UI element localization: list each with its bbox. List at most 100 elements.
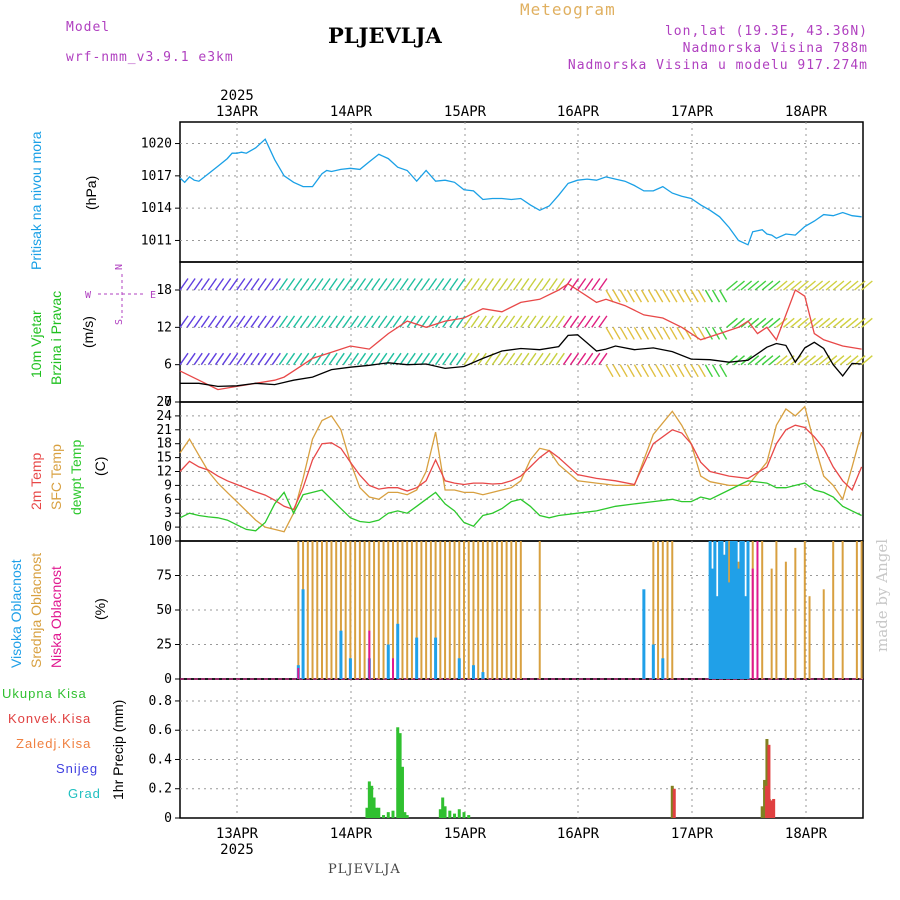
wind-arrow (442, 352, 452, 366)
wind-arrow (506, 352, 516, 366)
compass-w: W (85, 290, 92, 301)
wind-arrow (598, 278, 608, 291)
wind-arrow (250, 278, 260, 291)
cloud-bar (458, 541, 461, 679)
cloud-bar (515, 541, 518, 679)
elevation-label: Nadmorska Visina 788m (682, 41, 868, 56)
wind-arrow (229, 315, 239, 328)
wind-arrow (243, 352, 253, 366)
cloud-bar (420, 541, 423, 679)
cloud-bar (444, 541, 447, 679)
wind-arrow (406, 278, 416, 291)
cloud-bar (373, 541, 376, 679)
y-tick-label: 0.4 (149, 752, 173, 767)
wind-arrow (697, 326, 706, 340)
wind-arrow (534, 315, 544, 328)
model-label: Model (66, 20, 111, 35)
wind-arrow (328, 278, 338, 291)
wind-arrow (825, 317, 838, 328)
y-tick-label: 50 (156, 603, 172, 618)
wind-arrow (506, 278, 516, 291)
precip-bar (441, 797, 445, 818)
wind-arrow (300, 315, 310, 328)
wind-arrow (633, 326, 643, 340)
wind-arrow (236, 352, 246, 366)
wind-arrow (243, 278, 253, 291)
cloud-bar (657, 541, 660, 679)
wind-arrow (179, 315, 189, 328)
wind-arrow (427, 278, 438, 291)
y-tick-label: 25 (156, 638, 172, 653)
cloud-bar (321, 541, 323, 679)
precip-bar (443, 806, 447, 818)
wind-arrow (349, 352, 360, 366)
date-label-top: 18APR (785, 104, 828, 120)
wind-arrow (577, 278, 587, 291)
wind-arrow (300, 352, 310, 366)
legend-snijeg: Snijeg (56, 761, 99, 776)
wind-arrow (364, 278, 374, 291)
cloud-bar (715, 596, 719, 679)
wind-arrow (626, 326, 635, 340)
wind-arrow (640, 364, 650, 378)
wind-arrow (690, 289, 699, 303)
precip-bar (767, 744, 771, 818)
wind-arrow (371, 278, 381, 291)
y-tick-label: 0 (164, 672, 172, 687)
wind-arrow (449, 278, 459, 291)
wind-arrow (612, 364, 621, 378)
wind-arrow (392, 315, 402, 328)
cloud-bar (330, 541, 333, 679)
wind-arrow (839, 280, 852, 291)
wind-arrow (569, 352, 580, 366)
wind-arrow (619, 364, 628, 378)
wind-arrow (214, 315, 225, 328)
y-tick-label: 6 (164, 358, 172, 373)
wind-arrow (633, 364, 643, 378)
y-tick-label: 0.2 (149, 782, 172, 797)
wind-arrow (506, 315, 516, 328)
wind-arrow (435, 315, 445, 328)
wind-arrow (619, 326, 628, 340)
wind-arrow (399, 352, 409, 366)
wind-arrow (314, 315, 324, 328)
y-tick-label: 9 (164, 478, 172, 493)
cloud-bar (713, 541, 717, 679)
date-label-top: 15APR (444, 104, 487, 120)
wind-arrow (761, 355, 774, 366)
precip-bar (438, 809, 442, 818)
wind-arrow (577, 352, 587, 366)
wind-arrow (342, 352, 352, 366)
cloud-bar (406, 541, 409, 679)
precip-bar (672, 788, 676, 818)
wind-arrow (420, 352, 431, 366)
wind-arrow (214, 278, 225, 291)
wind-arrow (477, 315, 487, 328)
cloud-bar (491, 541, 494, 679)
wind-arrow (598, 352, 608, 366)
wind-arrow (832, 355, 845, 366)
precip-bar (386, 812, 390, 818)
wind-arrow (605, 326, 614, 340)
wind-arrow (754, 280, 767, 291)
cloud-bar (775, 541, 778, 679)
cloud-bar (439, 541, 442, 679)
wind-arrow (420, 278, 431, 291)
cloud-bar (744, 596, 748, 679)
cloud-bar (510, 541, 513, 679)
y-tick-label: 1017 (141, 169, 172, 184)
wind-arrow (591, 352, 601, 366)
wind-arrow (584, 315, 594, 328)
wind-arrow (250, 352, 260, 366)
y-tick-label: 21 (156, 423, 172, 438)
precip-bar (772, 798, 776, 818)
wind-arrow (349, 278, 360, 291)
cloud-bar (396, 623, 400, 679)
precip-bar (400, 766, 404, 818)
wind-arrow (271, 278, 281, 291)
cloud-bar (354, 541, 357, 679)
wind-arrow (718, 289, 728, 303)
cloud-bar (429, 541, 432, 679)
wind-arrow (548, 278, 558, 291)
legend-konvek: Konvek.Kisa (8, 711, 92, 726)
